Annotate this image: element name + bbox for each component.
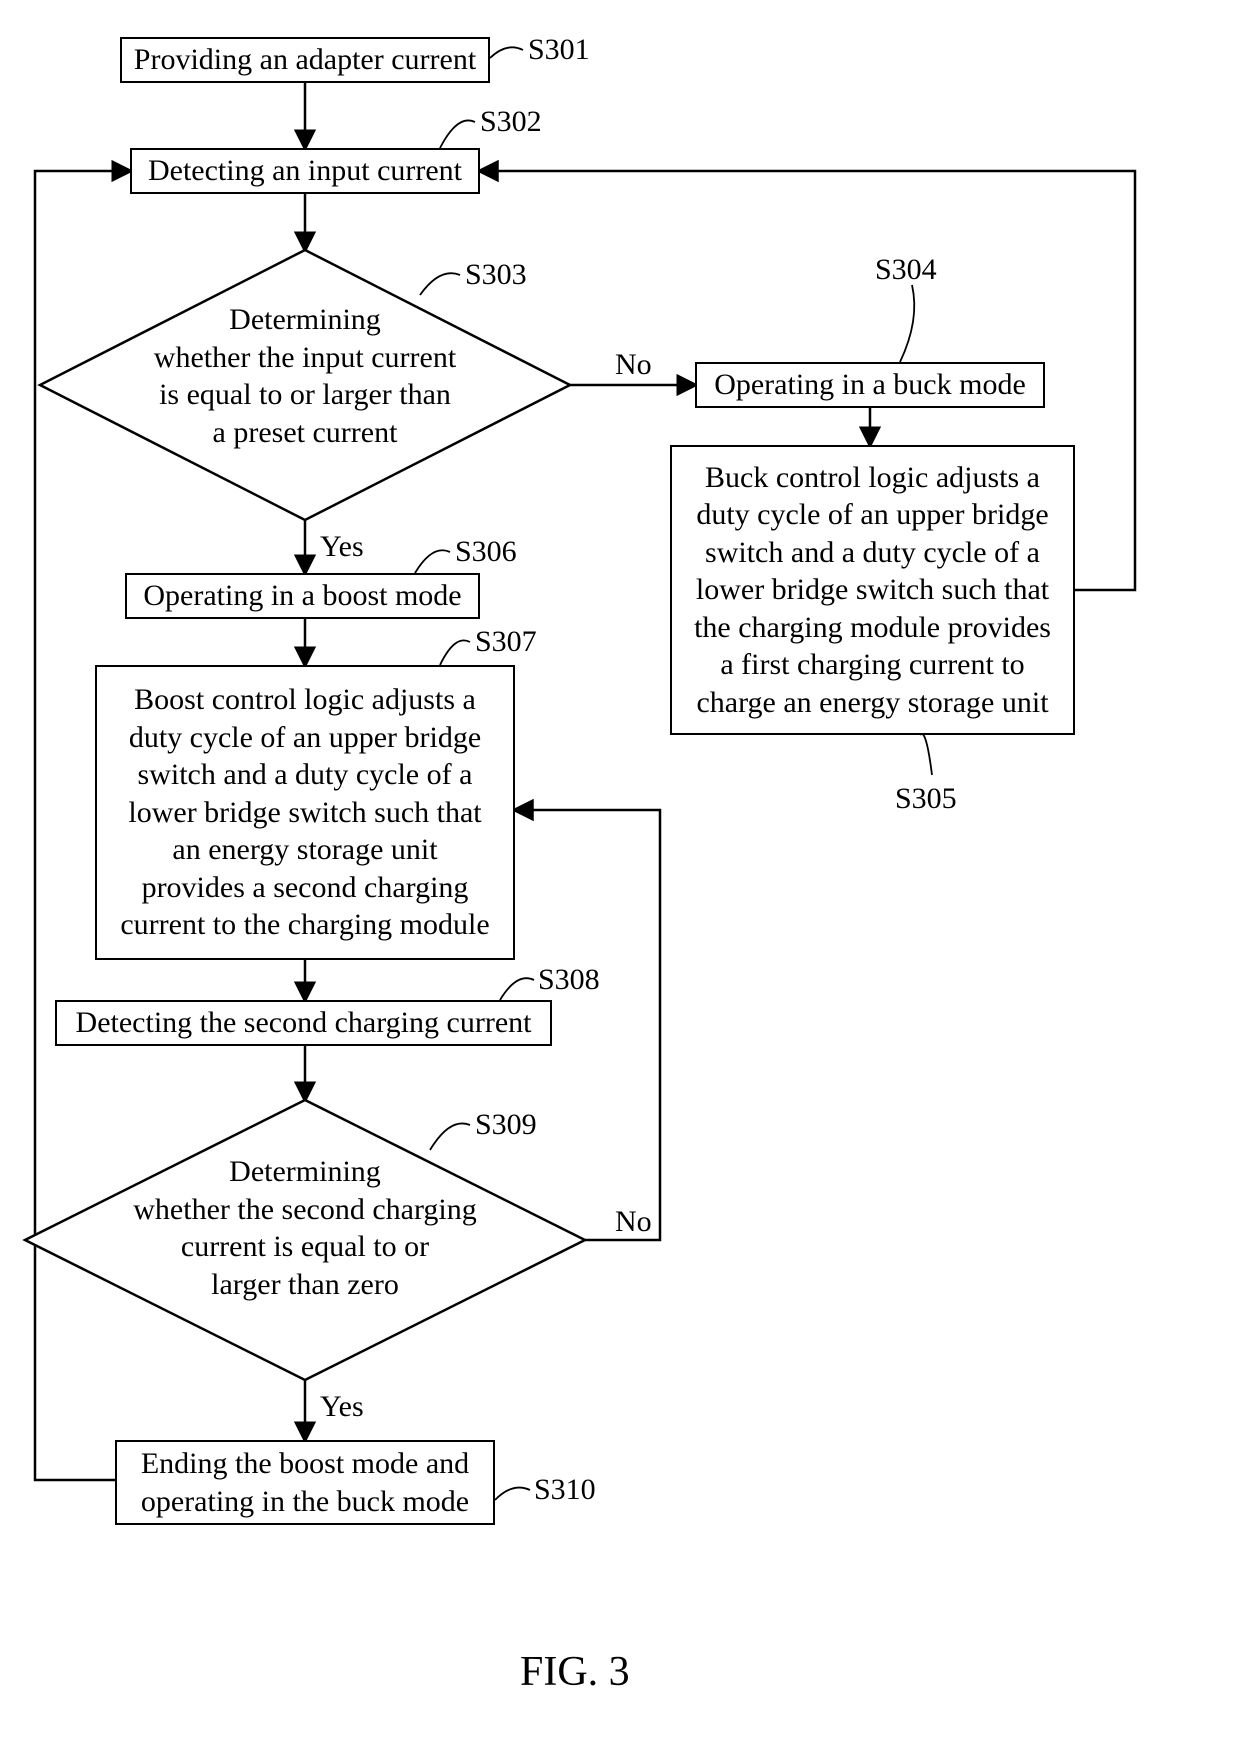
node-s304-text: Operating in a buck mode <box>714 366 1026 404</box>
node-s308: Detecting the second charging current <box>55 1000 552 1046</box>
node-s302-text: Detecting an input current <box>148 152 462 190</box>
step-label-s306: S306 <box>455 535 517 569</box>
node-s309-text: Determining whether the second charging … <box>109 1153 501 1303</box>
step-label-s307: S307 <box>475 625 537 659</box>
node-s310-text: Ending the boost mode and operating in t… <box>141 1445 469 1520</box>
step-label-s308: S308 <box>538 963 600 997</box>
node-s307-text: Boost control logic adjusts a duty cycle… <box>120 681 489 944</box>
node-s302: Detecting an input current <box>130 148 480 194</box>
node-s307: Boost control logic adjusts a duty cycle… <box>95 665 515 960</box>
edge-label-s309-yes: Yes <box>320 1390 364 1424</box>
node-s308-text: Detecting the second charging current <box>76 1004 532 1042</box>
node-s304: Operating in a buck mode <box>695 362 1045 408</box>
node-s303-text: Determining whether the input current is… <box>120 301 491 451</box>
node-s301: Providing an adapter current <box>120 37 490 83</box>
figure-caption: FIG. 3 <box>520 1648 630 1696</box>
step-label-s309: S309 <box>475 1108 537 1142</box>
step-label-s301: S301 <box>528 33 590 67</box>
step-label-s303: S303 <box>465 258 527 292</box>
edge-label-s303-yes: Yes <box>320 530 364 564</box>
step-label-s305: S305 <box>895 782 957 816</box>
edge-label-s303-no: No <box>615 348 652 382</box>
node-s306-text: Operating in a boost mode <box>143 577 461 615</box>
edge-label-s309-no: No <box>615 1205 652 1239</box>
node-s301-text: Providing an adapter current <box>134 41 476 79</box>
step-label-s304: S304 <box>875 253 937 287</box>
step-label-s302: S302 <box>480 105 542 139</box>
node-s305: Buck control logic adjusts a duty cycle … <box>670 445 1075 735</box>
node-s310: Ending the boost mode and operating in t… <box>115 1440 495 1525</box>
step-label-s310: S310 <box>534 1473 596 1507</box>
node-s305-text: Buck control logic adjusts a duty cycle … <box>694 459 1051 722</box>
node-s306: Operating in a boost mode <box>125 573 480 619</box>
